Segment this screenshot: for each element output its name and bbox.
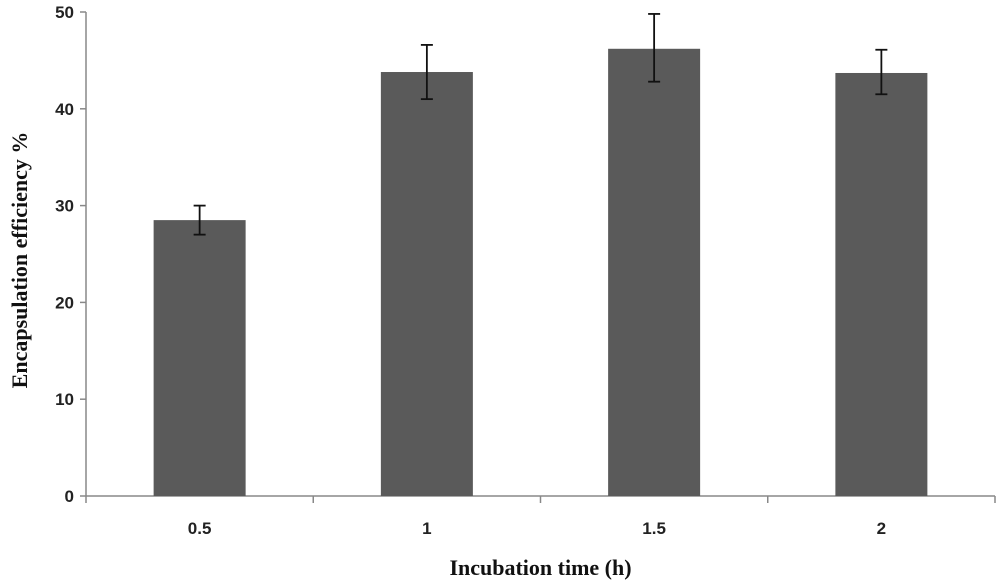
- error-bar: [193, 204, 206, 236]
- x-tick-label: 2: [877, 519, 886, 538]
- y-tick-label: 50: [55, 3, 74, 22]
- x-tick-label: 1: [422, 519, 431, 538]
- y-tick-label: 0: [65, 487, 74, 506]
- y-tick-label: 20: [55, 293, 74, 312]
- error-bar: [648, 13, 661, 83]
- y-tick-label: 30: [55, 197, 74, 216]
- y-tick-label: 10: [55, 390, 74, 409]
- y-axis: 0 10 20 30 40 50: [55, 3, 87, 506]
- error-bar: [875, 48, 888, 96]
- error-bars: [193, 13, 888, 236]
- y-tick-label: 40: [55, 100, 74, 119]
- bar: [153, 220, 246, 496]
- x-tick-label: 1.5: [642, 519, 666, 538]
- x-axis: 0.5 1 1.5 2: [85, 495, 996, 538]
- x-axis-title: Incubation time (h): [449, 555, 631, 580]
- error-bar: [420, 44, 433, 101]
- x-tick-label: 0.5: [188, 519, 212, 538]
- bars: [153, 48, 928, 497]
- y-axis-title: Encapsulation efficiency %: [7, 132, 32, 389]
- bar: [608, 48, 701, 497]
- bar: [835, 72, 928, 496]
- bar: [380, 72, 473, 497]
